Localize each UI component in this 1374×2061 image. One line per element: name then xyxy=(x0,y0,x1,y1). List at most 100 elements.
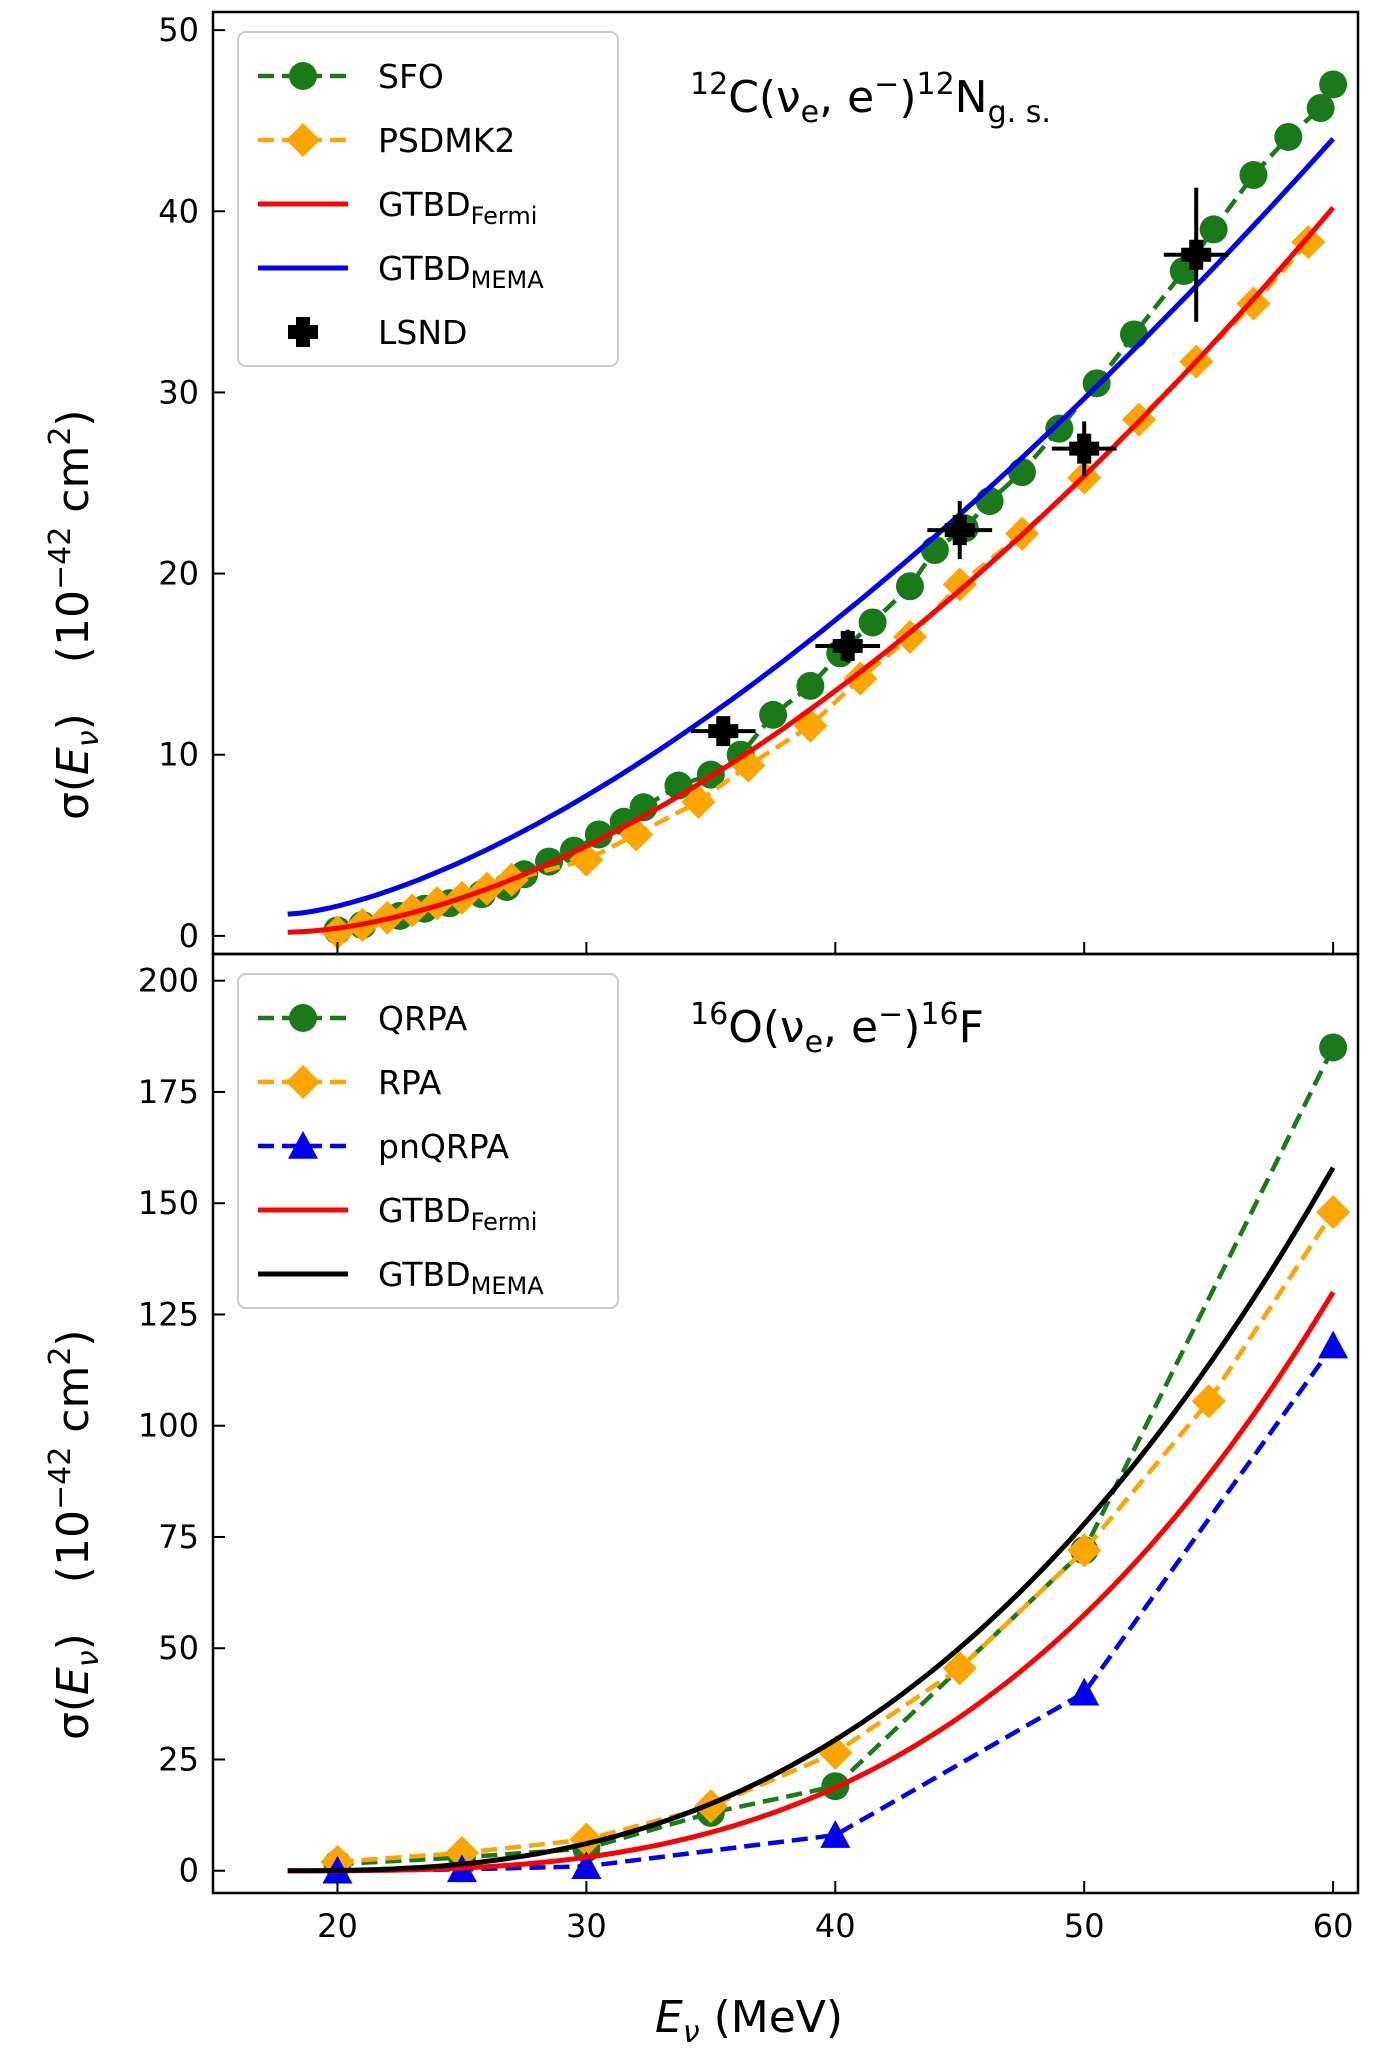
legend-box xyxy=(237,973,619,1309)
legend-label: GTBDMEMA xyxy=(378,1255,544,1300)
legend-label-main: RPA xyxy=(378,1063,442,1102)
point-psdmk2 xyxy=(320,915,355,950)
point-sfo xyxy=(895,572,924,601)
top-x-ticks xyxy=(336,942,1335,954)
series-line-gtbdmema xyxy=(287,1166,1336,1874)
point-sfo xyxy=(920,536,949,565)
y-tick-label: 30 xyxy=(158,373,199,411)
legend-label-sub: Fermi xyxy=(471,202,538,230)
legend-label-main: SFO xyxy=(378,57,444,96)
legend-label: LSND xyxy=(378,313,467,352)
legend-label-main: LSND xyxy=(378,313,467,352)
y-tick-label: 10 xyxy=(158,736,199,774)
bottom-y-ticks: 0 25 50 75 100 125 150 175 200 xyxy=(138,962,225,1890)
point-psdmk2 xyxy=(1236,286,1271,321)
point-psdmk2 xyxy=(843,661,878,696)
y-tick-label: 200 xyxy=(138,962,199,1000)
y-tick-label: 100 xyxy=(138,1407,199,1445)
point-sfo xyxy=(1199,215,1228,244)
bottom-panel-title: 16O(νe, e−)16F xyxy=(690,997,984,1060)
point-sfo xyxy=(1239,161,1268,190)
legend-label-main: GTBD xyxy=(378,1255,471,1294)
legend-label: GTBDFermi xyxy=(378,185,537,230)
y-tick-label: 175 xyxy=(138,1073,199,1111)
legend-label: GTBDFermi xyxy=(378,1191,537,1236)
series-line-gtbdfermi xyxy=(287,205,1336,935)
legend-handle-marker xyxy=(286,1065,320,1099)
point-sfo xyxy=(975,487,1004,516)
lsnd-point xyxy=(1069,433,1100,464)
legend-handle-marker xyxy=(286,123,320,157)
legend-handle-marker xyxy=(289,62,317,90)
y-tick-label: 150 xyxy=(138,1184,199,1222)
bottom-x-ticks: 20 30 40 50 60 xyxy=(317,1881,1353,1945)
bottom-plot-area xyxy=(287,1033,1351,1884)
y-tick-label: 0 xyxy=(179,1852,199,1890)
legend-handle-marker xyxy=(288,1131,318,1159)
y-tick-label: 75 xyxy=(158,1518,199,1556)
point-psdmk2 xyxy=(942,567,977,602)
point-qrpa xyxy=(1319,1033,1348,1062)
x-axis-label: Eν (MeV) xyxy=(655,1992,843,2050)
lsnd-point xyxy=(1181,239,1212,270)
legend-label: PSDMK2 xyxy=(378,121,515,160)
legend-label-sub: Fermi xyxy=(471,1208,538,1236)
point-sfo xyxy=(1306,94,1335,123)
point-sfo xyxy=(1045,414,1074,443)
point-sfo xyxy=(759,700,788,729)
point-sfo xyxy=(1319,70,1348,99)
x-tick-label: 30 xyxy=(566,1907,607,1945)
series-line-gtbdfermi xyxy=(287,1290,1336,1874)
series-line-gtbdmema xyxy=(287,137,1335,917)
y-tick-label: 40 xyxy=(158,192,199,230)
y-tick-label: 20 xyxy=(158,555,199,593)
point-sfo xyxy=(1274,122,1303,151)
point-pnqrpa xyxy=(1318,1330,1349,1359)
legend-label-main: GTBD xyxy=(378,1191,471,1230)
top-panel-title: 12C(νe, e−)12Ng. s. xyxy=(690,67,1051,130)
lsnd-point xyxy=(708,716,739,747)
legend-label: QRPA xyxy=(378,999,468,1038)
lsnd-point xyxy=(944,515,975,546)
legend-handle-marker xyxy=(289,1004,317,1032)
point-rpa xyxy=(1316,1195,1351,1230)
legend-handle-marker xyxy=(288,317,318,347)
legend-label: SFO xyxy=(378,57,444,96)
x-tick-label: 40 xyxy=(815,1907,856,1945)
y-tick-label: 50 xyxy=(158,11,199,49)
x-tick-label: 20 xyxy=(317,1907,358,1945)
legend-label: pnQRPA xyxy=(378,1127,510,1166)
point-pnqrpa xyxy=(820,1820,851,1848)
point-rpa xyxy=(942,1651,977,1686)
series-line-sfo xyxy=(337,83,1336,933)
legend-box xyxy=(237,31,619,367)
x-tick-label: 60 xyxy=(1313,1907,1354,1945)
bottom-y-axis-label: σ(Eν)(10−42 cm2) xyxy=(43,1329,106,1740)
legend-label-main: GTBD xyxy=(378,185,471,224)
bottom-axes-frame xyxy=(211,952,1360,1895)
legend-label: GTBDMEMA xyxy=(378,249,544,294)
legend-label-main: QRPA xyxy=(378,999,468,1038)
series-line-psdmk2 xyxy=(336,240,1310,935)
point-sfo xyxy=(858,608,887,637)
legend-label-sub: MEMA xyxy=(471,1272,545,1300)
point-sfo xyxy=(1119,320,1148,349)
y-tick-label: 125 xyxy=(138,1295,199,1333)
legend-label: RPA xyxy=(378,1063,442,1102)
y-tick-label: 25 xyxy=(158,1740,199,1778)
point-sfo xyxy=(1007,458,1036,487)
point-pnqrpa xyxy=(571,1851,602,1880)
point-psdmk2 xyxy=(1291,225,1326,260)
top-y-axis-label: σ(Eν)(10−42 cm2) xyxy=(43,409,106,820)
top-plot-area xyxy=(287,70,1348,950)
point-sfo xyxy=(796,671,825,700)
point-rpa xyxy=(1067,1533,1102,1568)
legend-label-main: pnQRPA xyxy=(378,1127,510,1166)
legend-label-main: PSDMK2 xyxy=(378,121,515,160)
y-tick-label: 50 xyxy=(158,1629,199,1667)
legend-label-sub: MEMA xyxy=(471,266,545,294)
